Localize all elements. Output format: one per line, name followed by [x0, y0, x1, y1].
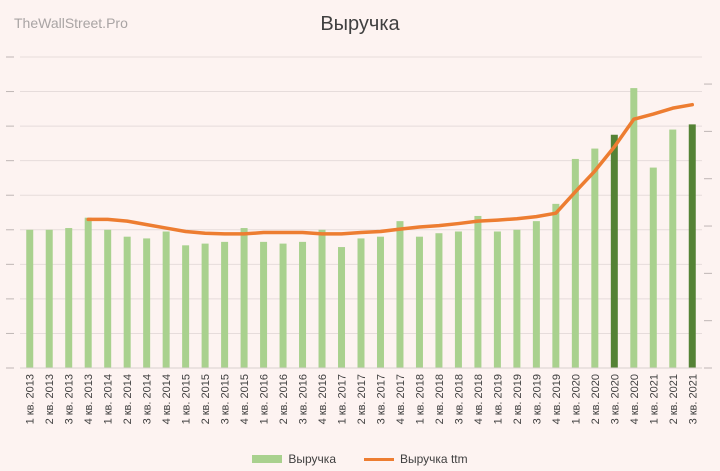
x-tick-label: 3 кв. 2015 [220, 374, 232, 424]
x-tick-label: 1 кв. 2016 [259, 374, 271, 424]
bar [201, 243, 209, 368]
bar [240, 228, 248, 368]
bar [571, 158, 579, 368]
legend-swatch-line [364, 457, 394, 461]
bar [513, 229, 521, 368]
bar [260, 241, 268, 368]
series-line-ttm [86, 102, 695, 236]
x-tick-label: 3 кв. 2020 [609, 374, 621, 424]
bar [630, 88, 638, 368]
x-tick-label: 1 кв. 2013 [25, 374, 37, 424]
x-tick-label: 3 кв. 2018 [453, 374, 465, 424]
bar [182, 245, 190, 368]
bar [396, 221, 404, 368]
x-tick-label: 3 кв. 2017 [375, 374, 387, 424]
x-tick-label: 4 кв. 2020 [629, 374, 641, 424]
legend-swatch-bars [252, 455, 283, 463]
bar [610, 134, 618, 368]
bar [357, 238, 365, 368]
bar [279, 243, 287, 368]
x-tick-label: 4 кв. 2019 [551, 374, 563, 424]
x-tick-label: 4 кв. 2018 [473, 374, 485, 424]
bar [591, 148, 599, 368]
legend: Выручка Выручка ttm [0, 452, 720, 466]
bar [415, 236, 423, 368]
chart-title: Выручка [320, 13, 400, 35]
bar [552, 203, 560, 368]
bar [162, 231, 170, 368]
x-tick-label: 1 кв. 2019 [492, 374, 504, 424]
x-tick-label: 1 кв. 2014 [103, 374, 115, 424]
x-tick-label: 3 кв. 2014 [142, 374, 154, 424]
legend-item-bars: Выручка [252, 452, 336, 466]
bar [493, 231, 501, 368]
x-tick-label: 2 кв. 2019 [512, 374, 524, 424]
bar [84, 217, 92, 368]
x-tick-label: 4 кв. 2017 [395, 374, 407, 424]
bar [669, 129, 677, 368]
x-tick-label: 2 кв. 2014 [122, 374, 134, 424]
x-tick-label: 1 кв. 2017 [337, 374, 349, 424]
legend-item-line: Выручка ttm [364, 452, 468, 466]
bar [474, 215, 482, 368]
bar [376, 236, 384, 368]
x-tick-label: 1 кв. 2020 [570, 374, 582, 424]
x-tick-label: 1 кв. 2018 [414, 374, 426, 424]
x-tick-label: 1 кв. 2015 [181, 374, 193, 424]
bar [649, 167, 657, 368]
bar [123, 236, 131, 368]
x-tick-label: 2 кв. 2018 [434, 374, 446, 424]
bar [688, 124, 696, 368]
bar [143, 238, 151, 368]
x-tick-label: 3 кв. 2016 [298, 374, 310, 424]
bar [65, 228, 73, 368]
x-tick-label: 3 кв. 2019 [531, 374, 543, 424]
bar [532, 221, 540, 368]
bar [221, 241, 229, 368]
x-tick-label: 2 кв. 2017 [356, 374, 368, 424]
x-tick-label: 4 кв. 2015 [239, 374, 251, 424]
x-tick-label: 1 кв. 2021 [648, 374, 660, 424]
x-tick-label: 2 кв. 2020 [590, 374, 602, 424]
bar [45, 229, 53, 368]
bar [26, 229, 34, 368]
x-tick-label: 2 кв. 2015 [200, 374, 212, 424]
x-tick-label: 2 кв. 2021 [668, 374, 680, 424]
bar [104, 229, 112, 368]
x-tick-label: 4 кв. 2016 [317, 374, 329, 424]
bar [435, 233, 443, 368]
legend-label-bars: Выручка [288, 452, 336, 466]
watermark: TheWallStreet.Pro [14, 15, 128, 31]
x-tick-label: 4 кв. 2014 [161, 374, 173, 424]
bar [338, 247, 346, 368]
bar [299, 241, 307, 368]
x-tick-label: 4 кв. 2013 [83, 374, 95, 424]
legend-label-line: Выручка ttm [400, 452, 468, 466]
x-tick-label: 3 кв. 2021 [687, 374, 699, 424]
x-tick-label: 3 кв. 2013 [64, 374, 76, 424]
bar [454, 231, 462, 368]
x-tick-label: 2 кв. 2013 [44, 374, 56, 424]
x-tick-label: 2 кв. 2016 [278, 374, 290, 424]
bar [318, 229, 326, 368]
